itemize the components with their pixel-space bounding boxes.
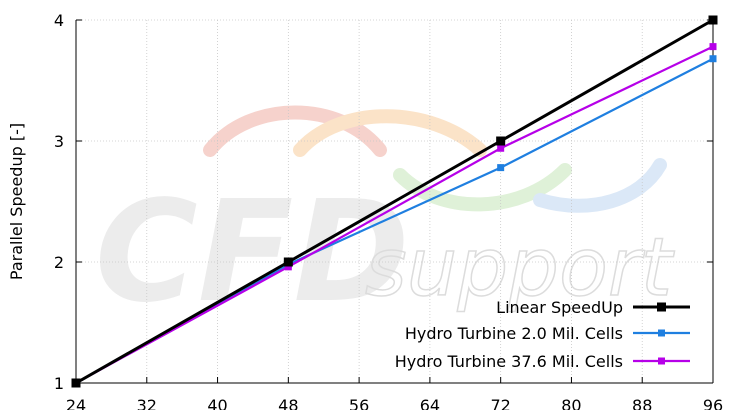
y-tick-label: 3 [54,132,64,151]
data-point [709,55,717,63]
data-point [497,144,505,152]
data-point [708,15,718,25]
legend-label: Hydro Turbine 37.6 Mil. Cells [395,352,623,371]
y-axis-label: Parallel Speedup [-] [7,123,26,280]
watermark-brand-sub: support [365,221,675,314]
legend-marker [657,302,666,312]
x-tick-label: 48 [278,396,298,410]
legend-marker [658,329,665,337]
watermark-brand-main: CFD [95,171,410,334]
data-point [497,164,505,172]
data-point [283,257,293,267]
x-tick-label: 80 [561,396,581,410]
data-point [496,136,506,146]
watermark-arrow-orange [293,109,487,157]
watermark-arrow-blue [533,158,667,213]
data-point [284,263,292,271]
series-lines [71,15,718,388]
legend-label: Hydro Turbine 2.0 Mil. Cells [405,324,623,343]
x-tick-label: 40 [207,396,227,410]
x-tick-label: 56 [349,396,369,410]
x-tick-label: 32 [137,396,157,410]
x-tick-label: 24 [66,396,86,410]
y-tick-label: 4 [54,11,64,30]
data-point [709,43,717,51]
x-tick-label: 64 [420,396,440,410]
legend-label: Linear SpeedUp [496,298,623,317]
x-tick-label: 72 [490,396,510,410]
y-tick-label: 2 [54,253,64,272]
x-tick-label: 96 [703,396,723,410]
axis-ticks: 24 32 40 48 56 64 72 80 88 96 1 2 3 4 [54,11,723,410]
y-tick-label: 1 [54,374,64,393]
series-line [75,45,714,384]
legend-marker [658,357,665,365]
x-tick-label: 88 [632,396,652,410]
legend: Linear SpeedUp Hydro Turbine 2.0 Mil. Cel… [395,298,690,371]
watermark-arrow-red [203,105,387,157]
data-point [71,378,81,388]
series-line [75,18,714,385]
